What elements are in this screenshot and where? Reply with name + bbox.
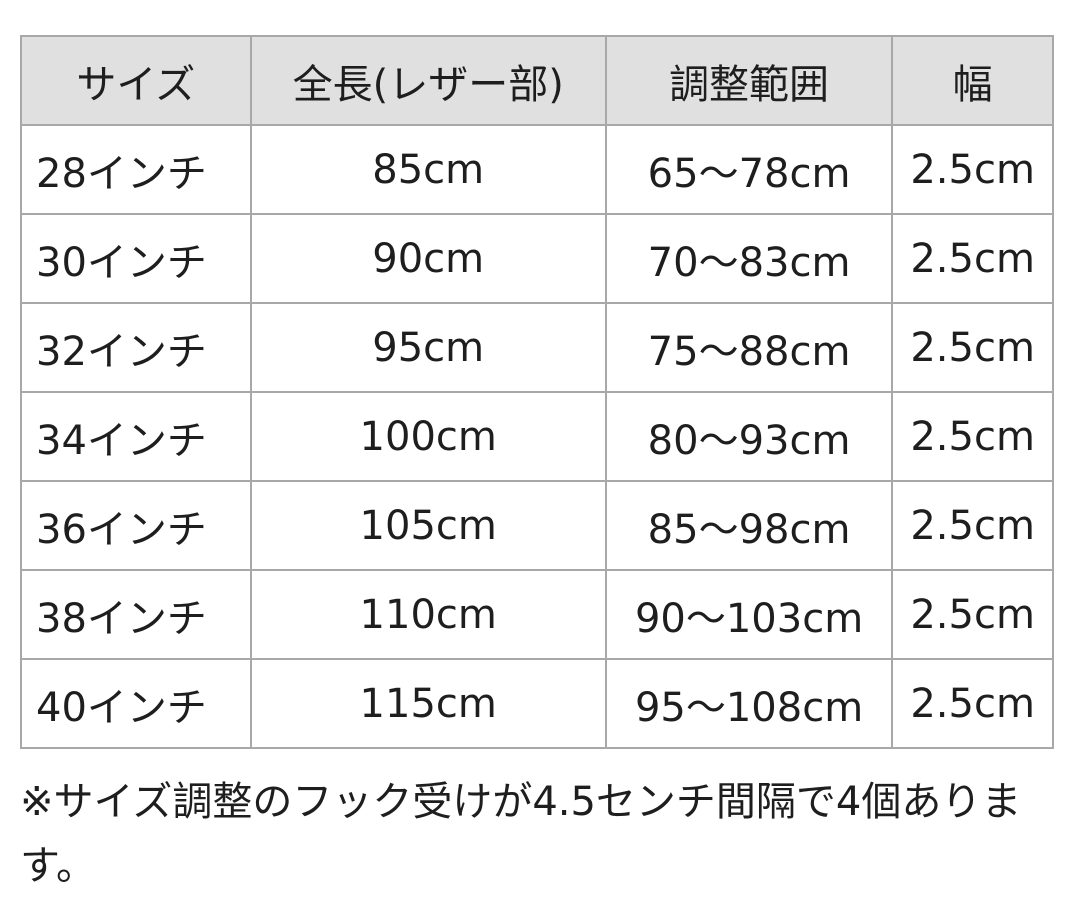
header-range: 調整範囲	[604, 35, 894, 126]
cell-length: 100cm	[249, 391, 607, 482]
table-row: 28インチ 85cm 65〜78cm 2.5cm	[20, 124, 1054, 215]
table-row: 38インチ 110cm 90〜103cm 2.5cm	[20, 569, 1054, 660]
cell-length: 110cm	[249, 569, 607, 660]
header-width: 幅	[891, 35, 1054, 126]
cell-size: 32インチ	[20, 302, 252, 393]
cell-range: 70〜83cm	[604, 213, 894, 304]
table-row: 40インチ 115cm 95〜108cm 2.5cm	[20, 658, 1054, 749]
cell-width: 2.5cm	[891, 569, 1054, 660]
cell-width: 2.5cm	[891, 124, 1054, 215]
table-row: 30インチ 90cm 70〜83cm 2.5cm	[20, 213, 1054, 304]
header-row: サイズ 全長(レザー部) 調整範囲 幅	[20, 35, 1054, 126]
table-row: 32インチ 95cm 75〜88cm 2.5cm	[20, 302, 1054, 393]
size-table: サイズ 全長(レザー部) 調整範囲 幅 28インチ 85cm 65〜78cm 2.5c…	[20, 35, 1054, 749]
table-row: 36インチ 105cm 85〜98cm 2.5cm	[20, 480, 1054, 571]
cell-range: 85〜98cm	[604, 480, 894, 571]
cell-size: 28インチ	[20, 124, 252, 215]
cell-length: 115cm	[249, 658, 607, 749]
cell-size: 40インチ	[20, 658, 252, 749]
cell-width: 2.5cm	[891, 302, 1054, 393]
cell-width: 2.5cm	[891, 391, 1054, 482]
header-size: サイズ	[20, 35, 252, 126]
cell-range: 65〜78cm	[604, 124, 894, 215]
cell-size: 34インチ	[20, 391, 252, 482]
cell-size: 30インチ	[20, 213, 252, 304]
cell-range: 95〜108cm	[604, 658, 894, 749]
cell-width: 2.5cm	[891, 480, 1054, 571]
cell-range: 90〜103cm	[604, 569, 894, 660]
table-row: 34インチ 100cm 80〜93cm 2.5cm	[20, 391, 1054, 482]
cell-length: 85cm	[249, 124, 607, 215]
cell-width: 2.5cm	[891, 658, 1054, 749]
cell-width: 2.5cm	[891, 213, 1054, 304]
cell-range: 75〜88cm	[604, 302, 894, 393]
header-length: 全長(レザー部)	[249, 35, 607, 126]
cell-length: 90cm	[249, 213, 607, 304]
cell-length: 95cm	[249, 302, 607, 393]
cell-length: 105cm	[249, 480, 607, 571]
cell-range: 80〜93cm	[604, 391, 894, 482]
cell-size: 38インチ	[20, 569, 252, 660]
note-text: ※サイズ調整のフック受けが4.5センチ間隔で4個あります。	[20, 779, 1022, 889]
cell-size: 36インチ	[20, 480, 252, 571]
